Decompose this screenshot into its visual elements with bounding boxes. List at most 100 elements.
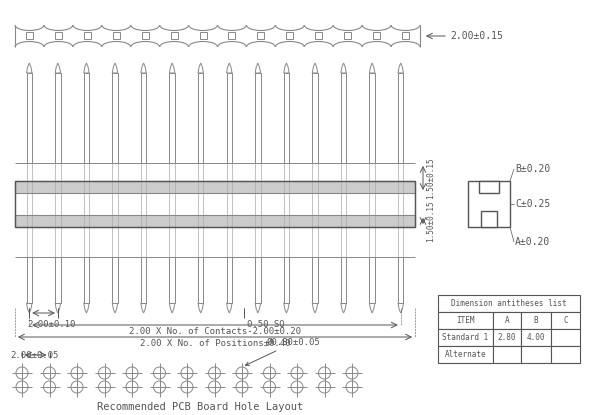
Polygon shape [198,63,204,73]
Bar [341,257,346,303]
Bar [551,312,580,329]
Text: 1.50±0.15: 1.50±0.15 [426,157,435,199]
Polygon shape [84,303,89,313]
Bar [55,73,61,163]
Bar [369,257,375,303]
Text: 2.00 X No. of Positions±0.40: 2.00 X No. of Positions±0.40 [140,339,290,348]
Polygon shape [255,63,261,73]
Bar [199,32,206,39]
Bar [493,312,521,329]
Polygon shape [369,303,375,313]
Polygon shape [55,63,61,73]
Bar [438,312,493,329]
Bar [479,181,499,193]
Text: 2.00 X No. of Contacts-2.00±0.20: 2.00 X No. of Contacts-2.00±0.20 [129,327,301,336]
Polygon shape [312,303,318,313]
Polygon shape [227,63,232,73]
Bar [171,32,178,39]
Text: 2.00±0.05: 2.00±0.05 [10,351,58,359]
Bar [169,257,175,303]
Bar [84,73,89,163]
Bar [315,32,322,39]
Bar [113,32,120,39]
Polygon shape [141,303,146,313]
Text: A: A [504,316,509,325]
Text: ITEM: ITEM [456,316,475,325]
Bar [438,295,580,312]
Bar [27,257,32,303]
Text: 2.80: 2.80 [498,333,516,342]
Text: Standard 1: Standard 1 [442,333,489,342]
Polygon shape [227,303,232,313]
Bar [169,73,175,163]
Polygon shape [169,63,175,73]
Text: 2.00±0.15: 2.00±0.15 [450,31,503,41]
Bar [112,73,118,163]
Bar [369,73,375,163]
Bar [341,73,346,163]
Text: Dimension antitheses list: Dimension antitheses list [451,299,567,308]
Bar [284,73,289,163]
Bar [551,346,580,363]
Polygon shape [341,303,346,313]
Bar [481,211,497,227]
Bar [142,32,149,39]
Bar [438,346,493,363]
Polygon shape [169,303,175,313]
Text: Alternate: Alternate [445,350,486,359]
Bar [84,32,91,39]
Bar [228,32,235,39]
Text: C: C [563,316,568,325]
Polygon shape [55,303,61,313]
Text: C±0.25: C±0.25 [515,199,550,209]
Polygon shape [112,303,118,313]
Bar [255,73,261,163]
Bar [15,181,415,227]
Text: 2.00±0.10: 2.00±0.10 [27,320,76,329]
Bar [141,73,146,163]
Bar [312,257,318,303]
Bar [257,32,264,39]
Polygon shape [341,63,346,73]
Text: B±0.20: B±0.20 [515,164,550,174]
Text: Ø0.80±0.05: Ø0.80±0.05 [245,338,321,366]
Text: 4.00: 4.00 [527,333,545,342]
Bar [521,312,551,329]
Polygon shape [198,303,204,313]
Bar [521,346,551,363]
Bar [84,257,89,303]
Bar [468,181,510,227]
Polygon shape [312,63,318,73]
Bar [438,329,493,346]
Bar [373,32,380,39]
Polygon shape [112,63,118,73]
Bar [15,181,415,227]
Bar [551,329,580,346]
Bar [312,73,318,163]
Polygon shape [84,63,89,73]
Text: 1.50±0.15: 1.50±0.15 [426,200,435,242]
Bar [255,257,261,303]
Bar [27,73,32,163]
Bar [112,257,118,303]
Bar [286,32,293,39]
Bar [493,346,521,363]
Text: Recommended PCB Board Hole Layout: Recommended PCB Board Hole Layout [97,402,303,412]
Bar [55,32,62,39]
Bar [398,257,404,303]
Bar [198,257,204,303]
Polygon shape [369,63,375,73]
Text: A±0.20: A±0.20 [515,237,550,247]
Bar [227,257,232,303]
Bar [55,257,61,303]
Bar [493,329,521,346]
Bar [284,257,289,303]
Polygon shape [284,63,289,73]
Polygon shape [284,303,289,313]
Polygon shape [141,63,146,73]
Bar [344,32,351,39]
Bar [398,73,404,163]
Polygon shape [398,63,404,73]
Bar [402,32,409,39]
Bar [15,181,415,193]
